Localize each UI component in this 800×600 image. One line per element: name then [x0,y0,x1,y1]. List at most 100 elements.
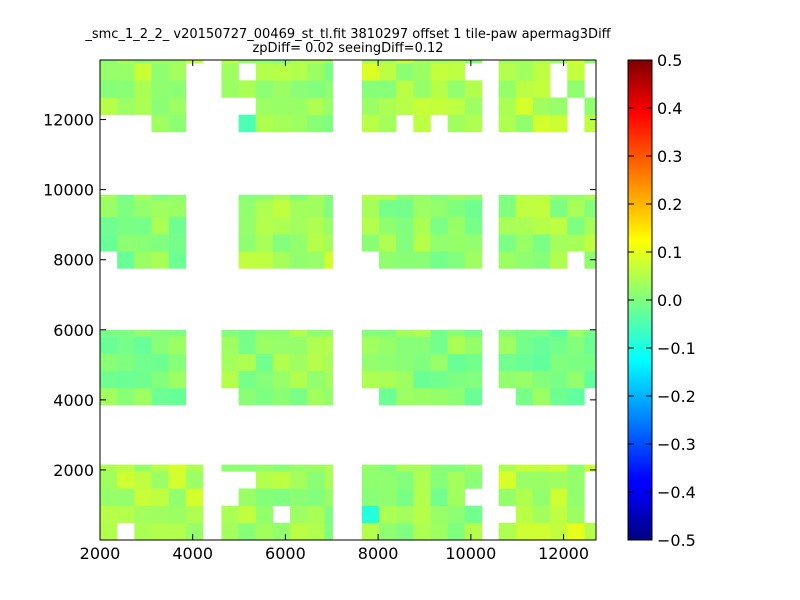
heatmap-cell [430,80,448,98]
heatmap-cell [151,97,169,115]
heatmap-cell [324,63,333,81]
heatmap-cell [324,80,333,98]
heatmap-cell [134,199,152,218]
heatmap-cell [567,60,585,64]
heatmap-cell [117,234,135,252]
heatmap-cell [324,505,333,524]
heatmap-cell [290,216,308,235]
heatmap-cell [255,370,274,389]
heatmap-cell [464,114,483,133]
heatmap-cell [447,199,466,218]
heatmap-cell [117,80,135,98]
heatmap-cell [379,63,397,81]
heatmap-cell [498,353,517,372]
colorbar-tick-label: −0.1 [657,339,696,358]
heatmap-cell [567,488,585,506]
x-tick-label: 2000 [80,544,121,563]
heatmap-cell [100,216,118,235]
heatmap-cell [100,63,118,81]
heatmap-cell [324,387,333,406]
heatmap-cell [151,370,169,389]
heatmap-cell [168,234,187,252]
heatmap-cell [430,63,448,81]
heatmap-cell [151,234,169,252]
heatmap-cell [361,60,380,64]
heatmap-cell [100,353,118,372]
heatmap-cell [290,60,308,64]
heatmap-cell [290,471,308,489]
heatmap-cell [396,63,414,81]
heatmap-cell [430,234,448,252]
heatmap-cell [168,216,187,235]
heatmap-cell [290,199,308,218]
heatmap-cell [324,370,333,389]
heatmap-cell [379,329,397,337]
heatmap-cell [515,488,534,506]
heatmap-cell [550,329,568,337]
heatmap-cell [532,488,551,506]
heatmap-cell [307,329,325,337]
heatmap-cell [464,471,483,489]
heatmap-cell [498,336,517,354]
heatmap-cell [134,370,152,389]
heatmap-cell [396,464,414,472]
heatmap-cell [168,63,187,81]
heatmap-cell [584,370,596,389]
heatmap-cell [413,505,431,524]
heatmap-cell [361,80,380,98]
heatmap-cell [134,216,152,235]
heatmap-cell [117,60,135,64]
heatmap-cell [413,522,431,540]
heatmap-cell [255,353,274,372]
heatmap-cell [272,464,291,472]
heatmap-cell [447,80,466,98]
heatmap-cell [290,251,308,269]
heatmap-cell [464,505,483,524]
heatmap-cell [498,63,517,81]
heatmap-cell [430,216,448,235]
heatmap-cell [567,505,585,524]
heatmap-cell [361,114,380,133]
heatmap-cell [134,387,152,406]
heatmap-cell [255,234,274,252]
heatmap-cell [396,336,414,354]
heatmap-cell [550,199,568,218]
heatmap-cell [498,199,517,218]
heatmap-cell [255,63,274,81]
heatmap-cell [532,194,551,201]
heatmap-cell [413,234,431,252]
heatmap-cell [117,63,135,81]
heatmap-cell [272,329,291,337]
heatmap-cell [255,194,274,201]
heatmap-cell [396,522,414,540]
heatmap-cell [100,505,118,524]
heatmap-cell [307,370,325,389]
heatmap-cell [168,60,187,64]
heatmap-cell [379,199,397,218]
heatmap-cell [290,97,308,115]
heatmap-cell [396,505,414,524]
heatmap-cell [532,234,551,252]
heatmap-cell [464,464,483,472]
heatmap-cell [567,471,585,489]
heatmap-cell [255,505,274,524]
heatmap-cell [221,336,239,354]
heatmap-cell [567,199,585,218]
heatmap-cell [324,329,333,337]
heatmap-cell [447,114,466,133]
heatmap-cell [151,60,169,64]
heatmap-cell [447,353,466,372]
heatmap-cell [567,336,585,354]
heatmap-cell [515,370,534,389]
heatmap-cell [567,216,585,235]
heatmap-cell [447,387,466,406]
heatmap-cell [584,194,596,201]
heatmap-cell [430,97,448,115]
heatmap-cell [361,63,380,81]
heatmap-cell [134,80,152,98]
heatmap-cell [413,199,431,218]
heatmap-cell [168,471,187,489]
heatmap-cell [290,194,308,201]
heatmap-cell [361,336,380,354]
heatmap-cell [307,353,325,372]
